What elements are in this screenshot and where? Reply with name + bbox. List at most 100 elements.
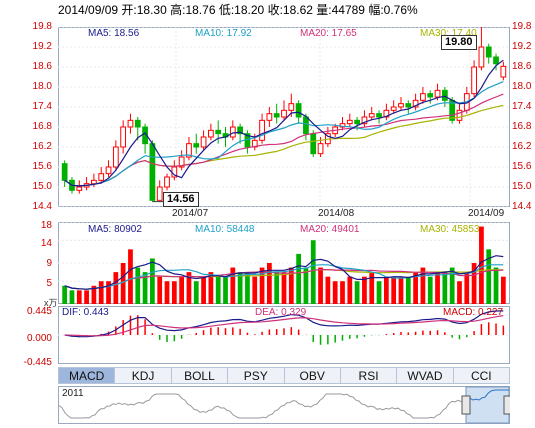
volume-bar[interactable]	[413, 272, 418, 304]
candle-body[interactable]	[112, 146, 119, 168]
volume-bar[interactable]	[486, 249, 492, 304]
candle-body[interactable]	[310, 133, 317, 155]
navigator-selection[interactable]	[465, 386, 510, 424]
volume-bar[interactable]	[267, 263, 272, 304]
candle-body[interactable]	[134, 119, 141, 128]
candle-body[interactable]	[259, 119, 265, 141]
tab-boll[interactable]: BOLL	[172, 368, 229, 383]
volume-bar[interactable]	[186, 272, 192, 304]
volume-bar[interactable]	[98, 281, 104, 304]
candle-body[interactable]	[142, 126, 148, 145]
volume-bar[interactable]	[281, 272, 287, 304]
volume-bar[interactable]	[259, 267, 265, 304]
volume-bar[interactable]	[274, 272, 280, 304]
tab-wvad[interactable]: WVAD	[397, 368, 454, 383]
volume-bar[interactable]	[91, 285, 97, 304]
volume-bar[interactable]	[420, 267, 426, 304]
volume-bar[interactable]	[383, 276, 389, 304]
volume-bar[interactable]	[201, 276, 206, 304]
candle-body[interactable]	[193, 143, 200, 148]
navigator-right-handle[interactable]	[503, 395, 510, 415]
candle-body[interactable]	[493, 56, 499, 65]
tab-kdj[interactable]: KDJ	[115, 368, 172, 383]
candle-body[interactable]	[215, 129, 222, 135]
candle-body[interactable]	[339, 123, 346, 128]
tab-macd[interactable]: MACD	[59, 368, 116, 383]
volume-bar[interactable]	[157, 276, 163, 304]
range-navigator[interactable]	[58, 386, 510, 424]
volume-bar[interactable]	[362, 276, 367, 304]
volume-bar[interactable]	[354, 281, 360, 304]
volume-bar[interactable]	[84, 290, 89, 304]
volume-bar[interactable]	[208, 272, 214, 304]
candle-body[interactable]	[434, 89, 441, 98]
volume-bar[interactable]	[435, 272, 440, 304]
tab-psy[interactable]: PSY	[228, 368, 285, 383]
candle-body[interactable]	[398, 103, 404, 108]
candle-body[interactable]	[91, 179, 97, 185]
volume-bar[interactable]	[303, 267, 309, 304]
candle-body[interactable]	[208, 129, 214, 138]
macd-chart[interactable]	[58, 306, 510, 364]
candle-body[interactable]	[354, 119, 360, 125]
volume-bar-chart[interactable]	[58, 222, 510, 304]
candle-body[interactable]	[317, 143, 324, 155]
candle-body[interactable]	[500, 65, 507, 78]
volume-bar[interactable]	[332, 281, 338, 304]
candle-body[interactable]	[76, 186, 83, 191]
volume-bar[interactable]	[215, 276, 221, 304]
volume-bar[interactable]	[376, 281, 382, 304]
candle-body[interactable]	[200, 136, 207, 148]
volume-bar[interactable]	[113, 272, 119, 304]
tab-rsi[interactable]: RSI	[341, 368, 398, 383]
volume-bar[interactable]	[398, 276, 404, 304]
volume-bar[interactable]	[405, 276, 411, 304]
volume-bar[interactable]	[164, 281, 170, 304]
volume-bar[interactable]	[442, 272, 448, 304]
volume-bar[interactable]	[150, 258, 155, 304]
tab-cci[interactable]: CCI	[470, 369, 492, 383]
volume-bar[interactable]	[193, 281, 199, 304]
candle-body[interactable]	[390, 106, 397, 111]
volume-bar[interactable]	[296, 253, 301, 304]
volume-bar[interactable]	[369, 272, 375, 304]
volume-bar[interactable]	[135, 267, 141, 304]
candle-body[interactable]	[288, 103, 295, 111]
candle-body[interactable]	[127, 119, 134, 128]
volume-bar[interactable]	[391, 276, 397, 304]
volume-bar[interactable]	[179, 276, 185, 304]
candle-body[interactable]	[361, 116, 368, 125]
candle-body[interactable]	[156, 186, 163, 201]
volume-bar[interactable]	[318, 267, 323, 304]
candle-body[interactable]	[61, 163, 68, 181]
volume-bar[interactable]	[237, 272, 243, 304]
volume-bar[interactable]	[128, 249, 133, 304]
candle-body[interactable]	[229, 126, 236, 138]
candle-body[interactable]	[383, 109, 390, 118]
candle-body[interactable]	[281, 109, 287, 118]
volume-bar[interactable]	[457, 281, 462, 304]
candle-body[interactable]	[368, 113, 375, 118]
candle-body[interactable]	[441, 89, 448, 101]
candle-body[interactable]	[456, 109, 463, 121]
candle-body[interactable]	[420, 93, 426, 101]
candle-body[interactable]	[376, 113, 382, 118]
candle-body[interactable]	[186, 143, 192, 158]
candle-body[interactable]	[471, 66, 477, 95]
candle-body[interactable]	[120, 126, 127, 148]
volume-bar[interactable]	[288, 267, 294, 304]
volume-bar[interactable]	[223, 276, 228, 304]
candle-body[interactable]	[295, 103, 302, 118]
volume-bar[interactable]	[493, 267, 499, 304]
volume-bar[interactable]	[471, 263, 477, 304]
volume-bar[interactable]	[245, 272, 250, 304]
volume-bar[interactable]	[252, 276, 258, 304]
volume-bar[interactable]	[120, 263, 126, 304]
candle-body[interactable]	[412, 99, 419, 108]
volume-bar[interactable]	[449, 267, 455, 304]
navigator-left-handle[interactable]	[461, 395, 471, 415]
volume-bar[interactable]	[106, 281, 111, 304]
volume-bar[interactable]	[230, 267, 236, 304]
candle-body[interactable]	[178, 156, 185, 168]
price-candlestick-chart[interactable]	[58, 27, 510, 207]
